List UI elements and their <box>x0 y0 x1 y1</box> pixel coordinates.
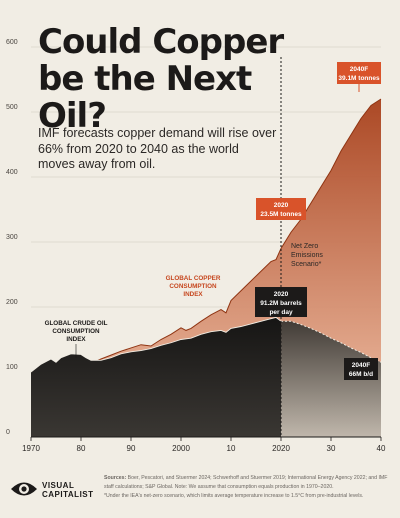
oil-2020-callout-text-3: per day <box>269 309 293 316</box>
oil-2040-callout-text-1: 2040F <box>352 362 370 369</box>
x-tick-label-2040: 40 <box>377 444 386 453</box>
oil-series-label-line-1: GLOBAL CRUDE OIL <box>45 320 108 327</box>
oil-line-historical <box>30 316 282 373</box>
oil-2040-callout-box <box>344 358 378 380</box>
y-tick-label-300: 300 <box>6 234 18 241</box>
y-tick-label-600: 600 <box>6 39 18 46</box>
x-tick-label-1970: 1970 <box>22 444 40 453</box>
oil-2020-callout-text-2: 91.2M barrels <box>260 300 302 307</box>
copper-series-label-line-2: CONSUMPTION <box>169 283 217 290</box>
copper-series-label-line-3: INDEX <box>183 291 203 298</box>
oil-series-label-line-3: INDEX <box>66 336 86 343</box>
copper-2020-callout-text-1: 2020 <box>274 202 289 209</box>
oil-2020-callout-box <box>255 287 307 317</box>
oil-2040-callout-text-2: 66M b/d <box>349 371 373 378</box>
logo-line-1: VISUAL <box>42 481 75 490</box>
scenario-footnote: *Under the IEA's net-zero scenario, whic… <box>104 493 364 499</box>
y-tick-label-0: 0 <box>6 429 10 436</box>
oil-area-forecast <box>281 321 381 437</box>
y-tick-label-500: 500 <box>6 104 18 111</box>
x-tick-label-2020: 2020 <box>272 444 290 453</box>
visual-capitalist-logo-icon <box>11 482 37 496</box>
x-tick-label-2030: 30 <box>327 444 336 453</box>
copper-2040-callout-text-2: 39.1M tonnes <box>338 75 380 82</box>
copper-2020-callout-text-2: 23.5M tonnes <box>260 211 302 218</box>
oil-2020-callout-text-1: 2020 <box>274 291 289 298</box>
oil-line-forecast <box>281 320 382 363</box>
copper-2040-callout-text-1: 2040F <box>350 66 368 73</box>
logo-wordmark: VISUAL CAPITALIST <box>42 481 102 499</box>
logo-line-2: CAPITALIST <box>42 490 94 499</box>
x-tick-label-2000: 2000 <box>172 444 190 453</box>
x-tick-label-2010: 10 <box>227 444 236 453</box>
copper-2040-callout-box <box>337 62 381 84</box>
x-tick-label-1980: 80 <box>77 444 86 453</box>
x-tick-label-1990: 90 <box>127 444 136 453</box>
y-tick-label-400: 400 <box>6 169 18 176</box>
copper-2020-callout-box <box>256 198 306 220</box>
oil-series-label-line-2: CONSUMPTION <box>52 328 100 335</box>
sources-label: Sources: <box>104 475 127 481</box>
y-tick-label-200: 200 <box>6 299 18 306</box>
copper-series-label-line-1: GLOBAL COPPER <box>166 275 221 282</box>
scenario-note-line-3: Scenario* <box>291 261 322 268</box>
y-tick-label-100: 100 <box>6 364 18 371</box>
page-subtitle: IMF forecasts copper demand will rise ov… <box>38 126 277 171</box>
sources-text: Boer, Pescatori, and Stuermer 2024; Schw… <box>104 475 388 490</box>
scenario-note-line-1: Net Zero <box>291 243 318 250</box>
scenario-note-line-2: Emissions <box>291 252 323 259</box>
sources-note: Sources: Boer, Pescatori, and Stuermer 2… <box>104 474 396 501</box>
page-title: Could Copper be the Next Oil? <box>38 22 284 136</box>
footer <box>0 458 400 518</box>
oil-area-historical <box>31 317 281 437</box>
